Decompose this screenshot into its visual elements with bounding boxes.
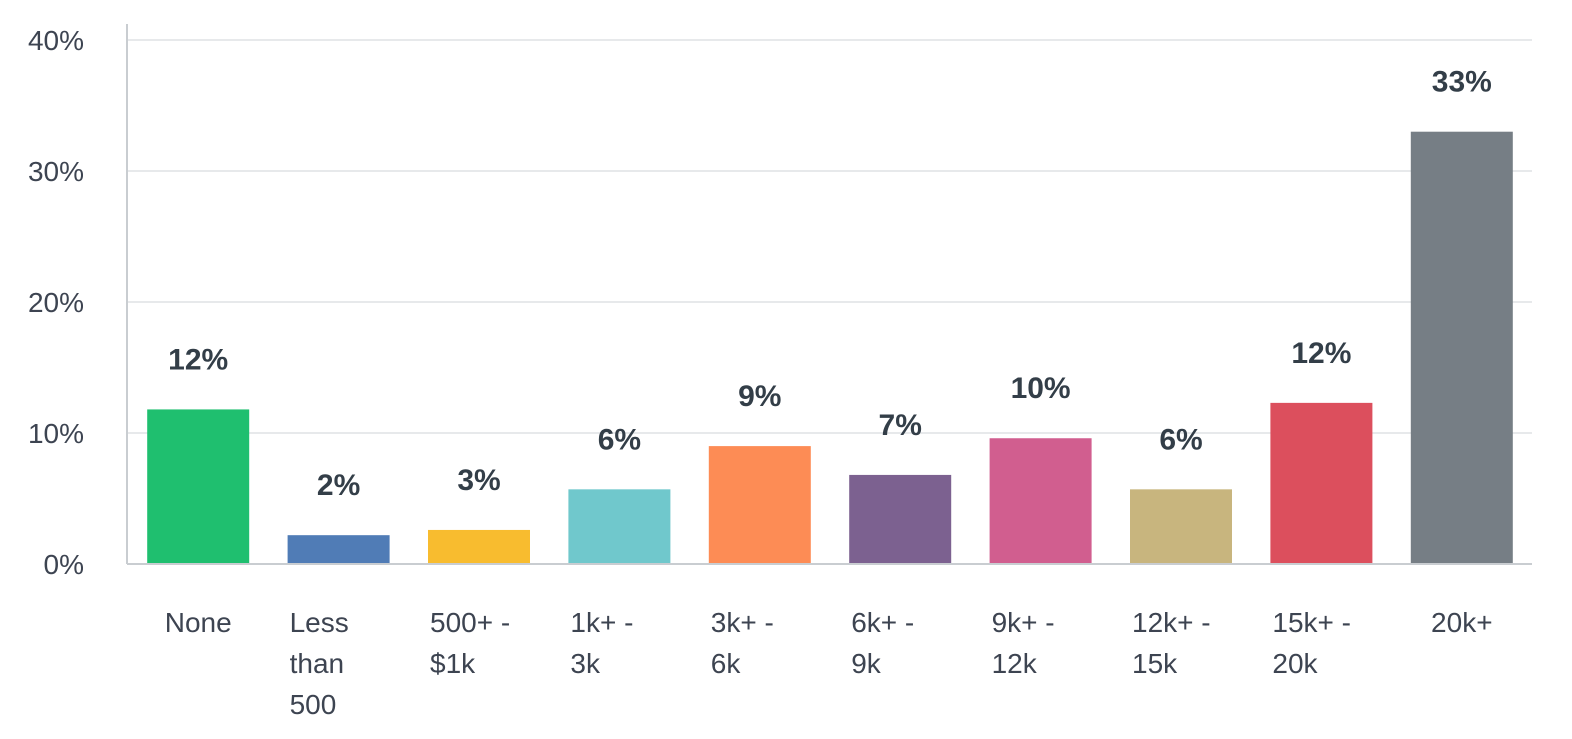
data-label: 33% — [1432, 66, 1492, 99]
x-tick-line: than — [290, 648, 345, 679]
y-tick-label: 40% — [28, 25, 84, 56]
bar — [989, 438, 1092, 564]
x-tick-line: 12k — [992, 648, 1038, 679]
x-tick-line: 9k — [851, 648, 882, 679]
x-tick-line: 6k — [711, 648, 742, 679]
y-tick-label: 30% — [28, 156, 84, 187]
y-tick-label: 10% — [28, 418, 84, 449]
gridlines — [127, 39, 1532, 434]
data-label: 6% — [598, 423, 641, 456]
x-tick-line: 20k+ — [1431, 607, 1493, 638]
bar — [708, 446, 811, 564]
bar — [1410, 131, 1513, 564]
bar — [1270, 402, 1373, 564]
x-tick-line: 500 — [290, 689, 337, 720]
bars — [147, 131, 1513, 564]
y-tick-label: 20% — [28, 287, 84, 318]
x-tick-label: 1k+ - 3k — [570, 607, 633, 679]
data-label: 9% — [738, 380, 781, 413]
data-label: 6% — [1159, 423, 1202, 456]
x-tick-line: 3k — [570, 648, 601, 679]
bar — [147, 409, 250, 564]
x-tick-label: None — [165, 607, 232, 638]
x-tick-line: 12k+ - — [1132, 607, 1211, 638]
x-axis-ticks: None Less than 500 500+ - $1k 1k+ - 3k 3k+ - 6k 6k… — [165, 607, 1493, 720]
x-tick-line: $1k — [430, 648, 476, 679]
x-tick-line: None — [165, 607, 232, 638]
data-label: 7% — [879, 409, 922, 442]
x-tick-label: Less than 500 — [290, 607, 349, 720]
x-tick-label: 6k+ - 9k — [851, 607, 914, 679]
x-tick-label: 12k+ - 15k — [1132, 607, 1211, 679]
bar — [287, 535, 390, 564]
x-tick-line: 3k+ - — [711, 607, 774, 638]
y-axis-ticks: 0% 10% 20% 30% 40% — [28, 25, 84, 580]
bar — [428, 529, 530, 564]
x-tick-label: 15k+ - 20k — [1272, 607, 1351, 679]
x-tick-label: 9k+ - 12k — [992, 607, 1055, 679]
data-label: 12% — [168, 343, 228, 376]
x-tick-line: 15k+ - — [1272, 607, 1351, 638]
data-label: 10% — [1011, 372, 1071, 405]
x-tick-label: 3k+ - 6k — [711, 607, 774, 679]
x-tick-label: 20k+ — [1431, 607, 1493, 638]
x-tick-line: 9k+ - — [992, 607, 1055, 638]
data-label: 2% — [317, 469, 360, 502]
x-tick-label: 500+ - $1k — [430, 607, 510, 679]
bar — [1130, 489, 1232, 564]
data-label: 3% — [457, 464, 500, 497]
bar — [568, 489, 671, 564]
y-tick-label: 0% — [44, 549, 84, 580]
x-tick-line: 1k+ - — [570, 607, 633, 638]
x-tick-line: 6k+ - — [851, 607, 914, 638]
x-tick-line: 20k — [1272, 648, 1318, 679]
bar — [849, 474, 952, 564]
x-tick-line: Less — [290, 607, 349, 638]
data-labels: 12% 2% 3% 6% 9% 7% 10% 6% 12% 33% — [168, 66, 1492, 502]
x-tick-line: 500+ - — [430, 607, 510, 638]
data-label: 12% — [1291, 337, 1351, 370]
x-tick-line: 15k — [1132, 648, 1178, 679]
